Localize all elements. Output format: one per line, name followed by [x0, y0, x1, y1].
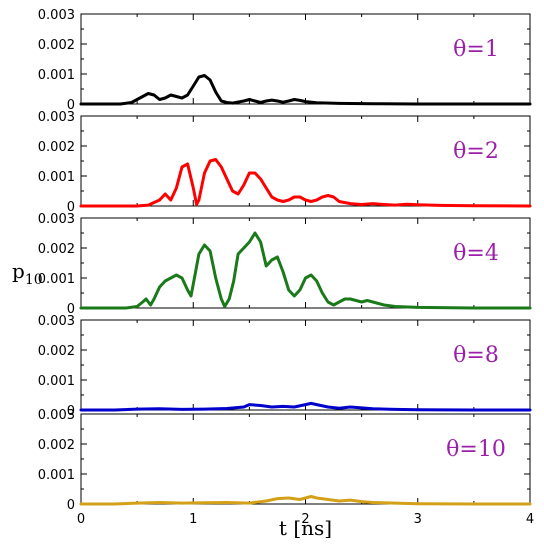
panel-label: θ=4: [453, 241, 499, 266]
series-line-2: [79, 158, 532, 208]
ytick-label: 0.003: [38, 212, 75, 227]
ytick-label: 0: [67, 98, 75, 113]
xtick-label: 3: [414, 512, 422, 527]
ytick-label: 0: [67, 404, 75, 419]
ytick-label: 0: [67, 302, 75, 317]
ytick-label: 0.002: [38, 242, 75, 257]
xtick-label: 4: [526, 512, 534, 527]
ytick-label: 0.001: [38, 170, 75, 185]
y-axis-title-main: p: [12, 259, 25, 283]
ytick-label: 0.001: [38, 468, 75, 483]
xtick-label: 1: [189, 512, 197, 527]
y-axis-title-subscript: 10: [25, 272, 43, 288]
ytick-label: 0.001: [38, 68, 75, 83]
series-line-1: [79, 74, 532, 106]
series-line-4: [79, 401, 532, 412]
panel-label: θ=2: [453, 139, 499, 164]
series-line-5: [79, 495, 532, 506]
ytick-label: 0.001: [38, 272, 75, 287]
ytick-label: 0.003: [38, 314, 75, 329]
ytick-label: 0.002: [38, 140, 75, 155]
ytick-label: 0.002: [38, 438, 75, 453]
ytick-label: 0: [67, 498, 75, 513]
ytick-label: 0.003: [38, 8, 75, 23]
panel-label: θ=1: [453, 37, 499, 62]
panel-label: θ=10: [446, 437, 506, 462]
ytick-label: 0.003: [38, 408, 75, 423]
y-axis-title: p10: [12, 259, 43, 288]
xtick-label: 0: [77, 512, 85, 527]
ytick-label: 0.002: [38, 344, 75, 359]
ytick-label: 0.001: [38, 374, 75, 389]
series-line-3: [79, 231, 532, 310]
ytick-label: 0.003: [38, 110, 75, 125]
xtick-label: 2: [301, 512, 309, 527]
ytick-label: 0: [67, 200, 75, 215]
panel-label: θ=8: [453, 343, 499, 368]
ytick-label: 0.002: [38, 38, 75, 53]
x-axis-title: t [ns]: [279, 516, 332, 540]
